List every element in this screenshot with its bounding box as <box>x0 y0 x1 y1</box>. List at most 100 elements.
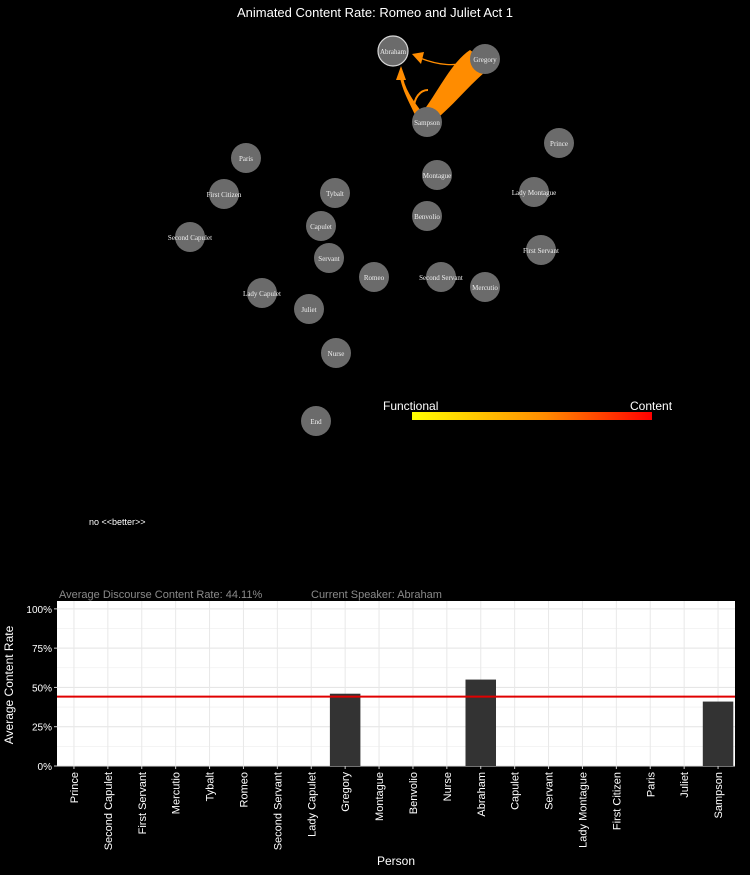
node-juliet: Juliet <box>294 294 324 324</box>
node-paris: Paris <box>231 143 261 173</box>
x-tick-label-romeo: Romeo <box>238 772 250 807</box>
bar-abraham <box>465 679 497 766</box>
node-label: Prince <box>550 140 568 148</box>
network-nodes: Abraham Gregory Sampson Prince Paris Montague… <box>168 35 574 436</box>
node-abraham: Abraham <box>377 35 409 67</box>
bar-gregory <box>329 693 361 766</box>
edge-sampson-loop <box>413 89 429 109</box>
y-tick-label: 0% <box>38 762 53 773</box>
current-speaker-label: Current Speaker: <box>311 589 395 601</box>
legend-high-label: Content <box>630 399 673 413</box>
node-label: Benvolio <box>414 213 440 221</box>
node-mercutio: Mercutio <box>470 272 500 302</box>
node-label: Lady Capulet <box>243 290 281 298</box>
edge-gregory-abraham-arrow <box>412 52 424 64</box>
node-circle <box>426 262 456 292</box>
node-label: End <box>310 418 322 426</box>
node-benvolio: Benvolio <box>412 201 442 231</box>
node-second-capulet: Second Capulet <box>168 222 212 252</box>
node-circle <box>377 35 409 67</box>
x-axis-label: Person <box>376 854 416 868</box>
node-label: Montague <box>423 172 451 180</box>
node-circle <box>519 177 549 207</box>
node-label: First Citizen <box>207 191 242 199</box>
node-sampson: Sampson <box>412 107 442 137</box>
y-tick-label: 50% <box>32 683 52 694</box>
node-label: First Servant <box>523 247 559 255</box>
edge-gregory-abraham <box>419 57 471 66</box>
node-label: Abraham <box>380 48 407 56</box>
node-circle <box>412 201 442 231</box>
node-label: Capulet <box>310 223 332 231</box>
x-tick-label-gregory: Gregory <box>340 772 352 812</box>
x-tick-label-juliet: Juliet <box>679 772 691 798</box>
bar-sampson <box>702 701 734 766</box>
node-capulet: Capulet <box>306 211 336 241</box>
node-circle <box>320 178 350 208</box>
node-gregory: Gregory <box>470 44 500 74</box>
node-montague: Montague <box>422 160 452 190</box>
y-tick-label: 25% <box>32 723 52 734</box>
node-tybalt: Tybalt <box>320 178 350 208</box>
node-lady-montague: Lady Montague <box>512 177 557 207</box>
average-rate-value: 44.11% <box>225 589 263 601</box>
figure-title: Animated Content Rate: Romeo and Juliet … <box>236 5 514 20</box>
x-tick-label-paris: Paris <box>645 772 657 798</box>
node-label: Second Capulet <box>168 234 212 242</box>
average-rate-stat: Average Discourse Content Rate: 44.11% <box>59 589 262 601</box>
x-tick-label-benvolio: Benvolio <box>408 772 420 814</box>
x-tick-label-capulet: Capulet <box>510 772 522 810</box>
x-tick-label-prince: Prince <box>69 772 81 803</box>
node-prince: Prince <box>544 128 574 158</box>
node-label: Second Servant <box>419 274 463 282</box>
node-circle <box>470 272 500 302</box>
node-label: Nurse <box>328 350 345 358</box>
node-circle <box>247 278 277 308</box>
x-tick-label-first-servant: First Servant <box>137 772 149 834</box>
x-tick-label-servant: Servant <box>544 772 556 810</box>
x-tick-label-mercutio: Mercutio <box>171 772 183 814</box>
current-speaker-stat: Current Speaker: Abraham <box>311 589 442 601</box>
node-lady-capulet: Lady Capulet <box>243 278 281 308</box>
node-circle <box>175 222 205 252</box>
node-circle <box>209 179 239 209</box>
node-label: Mercutio <box>472 284 498 292</box>
node-nurse: Nurse <box>321 338 351 368</box>
node-label: Juliet <box>301 306 316 314</box>
x-tick-label-abraham: Abraham <box>476 772 488 817</box>
node-label: Romeo <box>364 274 385 282</box>
node-label: Paris <box>239 155 253 163</box>
node-romeo: Romeo <box>359 262 389 292</box>
x-tick-label-lady-montague: Lady Montague <box>577 772 589 848</box>
node-circle <box>470 44 500 74</box>
network-note: no <<better>> <box>89 517 146 527</box>
node-circle <box>321 338 351 368</box>
x-tick-label-second-capulet: Second Capulet <box>103 772 115 850</box>
node-circle <box>294 294 324 324</box>
node-label: Servant <box>318 255 339 263</box>
x-tick-label-first-citizen: First Citizen <box>611 772 623 830</box>
node-circle <box>231 143 261 173</box>
node-second-servant: Second Servant <box>419 262 463 292</box>
node-circle <box>526 235 556 265</box>
node-circle <box>314 243 344 273</box>
legend-low-label: Functional <box>383 399 439 413</box>
legend-color-bar <box>412 412 652 420</box>
node-circle <box>412 107 442 137</box>
x-tick-label-lady-capulet: Lady Capulet <box>306 772 318 837</box>
plot-background <box>57 601 735 766</box>
x-tick-label-tybalt: Tybalt <box>205 772 217 801</box>
y-axis-label: Average Content Rate <box>2 625 16 745</box>
node-label: Sampson <box>414 119 440 127</box>
current-speaker-value: Abraham <box>397 589 442 601</box>
y-tick-label: 75% <box>32 644 52 655</box>
node-label: Tybalt <box>326 190 344 198</box>
node-circle <box>544 128 574 158</box>
node-circle <box>301 406 331 436</box>
x-tick-label-nurse: Nurse <box>442 772 454 801</box>
node-label: Lady Montague <box>512 189 557 197</box>
node-label: Gregory <box>473 56 497 64</box>
node-first-citizen: First Citizen <box>207 179 242 209</box>
y-tick-label: 100% <box>26 605 52 616</box>
